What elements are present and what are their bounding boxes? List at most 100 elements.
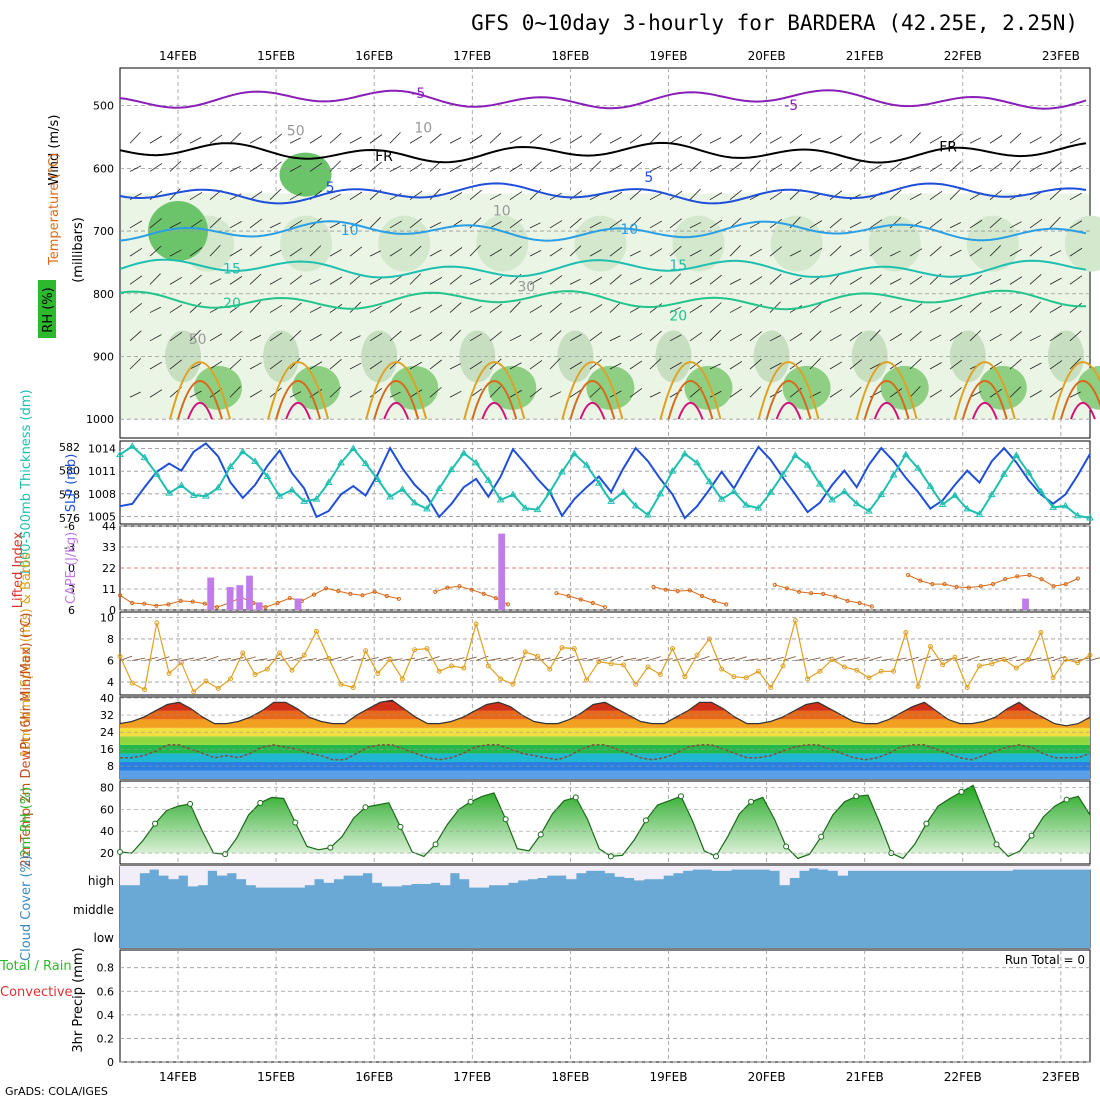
wind-marker <box>633 681 639 687</box>
wind-barb <box>1069 192 1082 201</box>
wind-barb <box>769 273 782 285</box>
wind-barb <box>149 218 162 229</box>
wind-barb <box>929 334 942 342</box>
cloud-clear <box>663 866 674 876</box>
wind-barb <box>509 163 523 172</box>
wind-barb <box>449 137 462 144</box>
cloud-clear <box>692 866 703 870</box>
wind-barb <box>829 217 842 229</box>
wind-barb <box>1009 160 1021 172</box>
wind-barb <box>1069 302 1082 313</box>
wind-barb <box>169 304 183 313</box>
wind-barb <box>509 246 522 257</box>
wind-marker <box>510 681 516 687</box>
rh-marker <box>432 841 439 848</box>
precip-convective-label: Convective <box>0 985 73 1000</box>
wind-barb <box>689 133 702 144</box>
cloud-clear <box>1051 866 1062 870</box>
cape-bar <box>255 602 263 610</box>
slp-marker <box>288 486 296 493</box>
surface-temp-contour <box>1051 361 1100 420</box>
wind-barb <box>709 657 723 661</box>
cloud-clear <box>944 866 955 871</box>
wind-barb <box>1009 221 1022 229</box>
rh-marker <box>748 798 755 805</box>
wind-barb <box>269 332 283 342</box>
surface-temp-contour <box>971 401 998 420</box>
slp-marker <box>705 477 714 485</box>
wind-barb <box>729 245 741 257</box>
slp-marker <box>742 501 751 508</box>
wind-barb <box>649 165 662 172</box>
wind-barb <box>609 335 621 342</box>
wind-marker <box>228 676 234 682</box>
slp-marker <box>791 451 800 458</box>
slp-marker <box>1024 468 1033 476</box>
wind-barb <box>868 656 882 661</box>
wind-barb <box>389 248 403 257</box>
wind-barb <box>889 388 903 398</box>
slp-marker <box>545 488 554 495</box>
cloud-clear <box>1022 866 1033 870</box>
wind-barb <box>449 274 462 285</box>
slp-marker <box>521 504 530 511</box>
wind-barb <box>369 134 383 144</box>
thickness-tick: 580 <box>59 465 80 478</box>
wind-marker <box>375 670 381 676</box>
cloud-clear <box>537 866 548 878</box>
wind-barb <box>869 274 882 285</box>
wind-marker <box>313 628 319 634</box>
lifted-marker <box>1075 576 1080 581</box>
slp-marker <box>533 505 542 513</box>
cloud-clear <box>808 866 819 869</box>
wind-barb <box>509 191 523 201</box>
wind-barb <box>849 249 862 257</box>
wind-barb <box>849 304 863 313</box>
wind-barb <box>1069 247 1083 257</box>
wind-barb <box>629 360 643 370</box>
rh-shading <box>770 215 823 272</box>
date-label-top: 16FEB <box>355 49 393 63</box>
wind-barb <box>889 162 903 172</box>
wind-barb <box>1029 362 1042 370</box>
wind-barb <box>609 136 622 144</box>
footer-credit: GrADS: COLA/IGES <box>5 1085 108 1098</box>
wind-barb <box>469 134 483 144</box>
surface-temp-contour <box>1069 401 1096 420</box>
wind-barb <box>149 245 162 257</box>
slp-marker <box>484 476 493 483</box>
wind-barb <box>769 218 783 229</box>
cloud-clear <box>750 866 761 870</box>
wind-barb <box>929 307 941 313</box>
wind-tick: 4 <box>107 676 114 689</box>
lifted-marker <box>117 593 123 598</box>
wind-barb <box>269 161 282 172</box>
contour-label: 20 <box>223 296 241 312</box>
wind-marker <box>645 664 651 670</box>
wind-barb <box>729 306 742 313</box>
cloud-clear <box>847 866 858 871</box>
slp-marker <box>668 467 677 474</box>
rh-marker <box>187 800 194 807</box>
wind-barb <box>829 306 842 313</box>
wind-barb <box>949 161 962 172</box>
wind-barb <box>529 277 542 285</box>
wind-barb <box>537 657 551 661</box>
wind-barb <box>689 161 702 172</box>
cloud-clear <box>498 866 509 886</box>
wind-barb <box>149 306 162 313</box>
slp-marker <box>423 504 431 512</box>
cloud-clear <box>682 866 693 871</box>
wind-barb <box>1053 656 1066 661</box>
wind-barb <box>989 361 1003 370</box>
slp-marker <box>1012 451 1021 458</box>
rh-marker <box>642 817 649 824</box>
wind-barb <box>328 656 342 661</box>
cloud-clear <box>672 866 684 874</box>
rh-shading <box>378 215 431 272</box>
wind-barb <box>1069 330 1082 342</box>
temp2m-axis-label: 2m Temp 2m DewPt (6hr Min/Max) (°C) <box>19 613 34 868</box>
slp-marker <box>717 495 726 502</box>
wind-barb <box>569 217 582 229</box>
